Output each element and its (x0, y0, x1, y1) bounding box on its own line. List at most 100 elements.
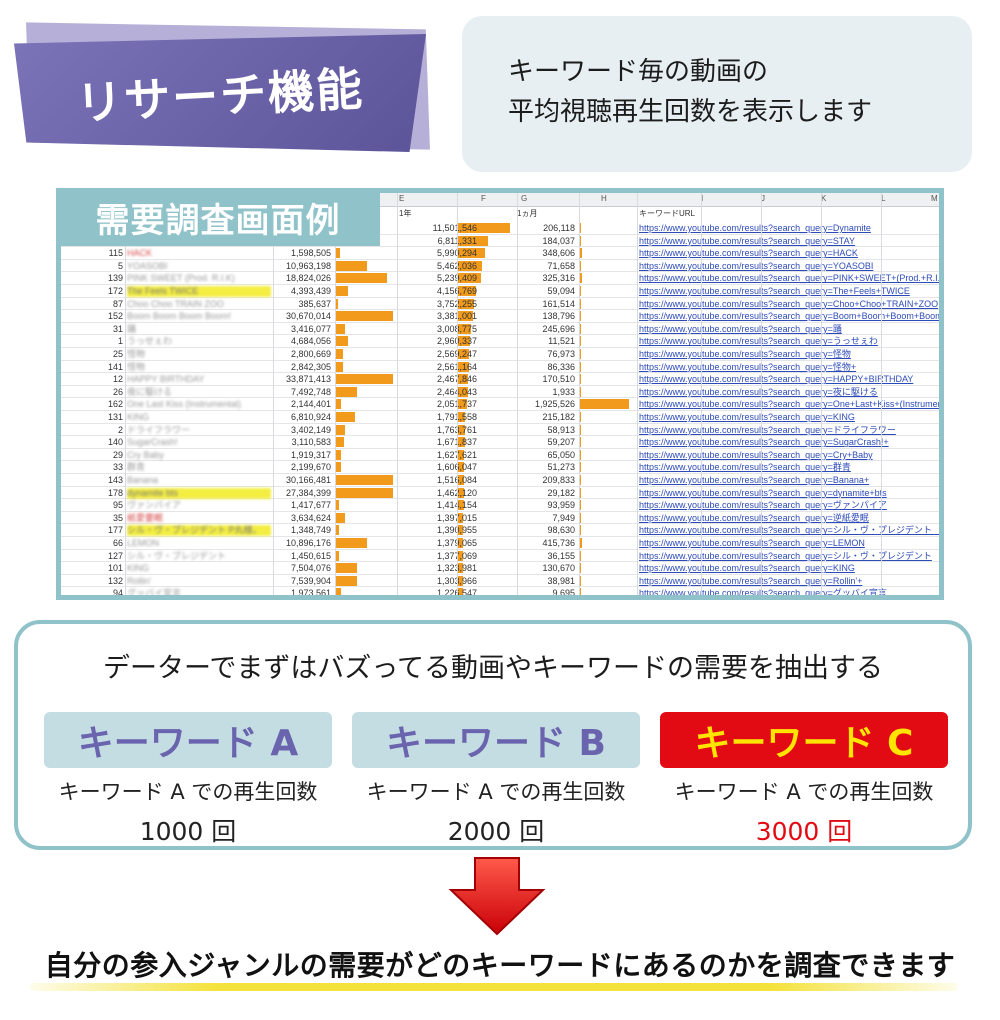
table-row[interactable]: 177 シル・ヴ・プレジデント P丸様。 1,348,749 1,390,955 98,… (61, 524, 939, 537)
row-url-link[interactable]: https://www.youtube.com/results?search_q… (639, 512, 869, 523)
row-year-cell: 2,569,247 (397, 349, 477, 360)
row-url-link[interactable]: https://www.youtube.com/results?search_q… (639, 273, 939, 284)
column-letter[interactable]: G (521, 194, 528, 203)
table-row[interactable]: 141 怪物 2,842,305 2,561,164 86,336 https://www… (61, 361, 939, 374)
row-year-cell: 1,377,069 (397, 551, 477, 562)
table-row[interactable]: 11,501,546 206,118 https://www.youtube.com… (61, 222, 939, 235)
row-url-link[interactable]: https://www.youtube.com/results?search_q… (639, 298, 939, 309)
total-bar (335, 475, 393, 485)
table-row[interactable]: 31 踊 3,416,077 3,008,775 245,696 https://www.… (61, 323, 939, 336)
row-url-link[interactable]: https://www.youtube.com/results?search_q… (639, 399, 939, 410)
month-bar (579, 311, 581, 322)
column-letter[interactable]: J (761, 194, 765, 203)
month-bar (579, 563, 581, 574)
row-month-cell: 209,833 (542, 475, 575, 485)
month-bar (579, 223, 581, 233)
row-url-link[interactable]: https://www.youtube.com/results?search_q… (639, 424, 896, 435)
table-row[interactable]: 66 LEMON 10,896,176 1,379,065 415,736 https:/… (61, 537, 939, 550)
row-total-cell: 2,842,305 (290, 361, 331, 372)
row-url-link[interactable]: https://www.youtube.com/results?search_q… (639, 500, 887, 511)
row-rank-cell: 172 (107, 286, 123, 296)
row-url-link[interactable]: https://www.youtube.com/results?search_q… (639, 323, 842, 334)
table-row[interactable]: 35 紙愛要眠 3,634,624 1,397,015 7,949 https://www… (61, 512, 939, 525)
table-row[interactable]: 1 うっせぇわ 4,684,056 2,960,337 11,521 https://ww… (61, 335, 939, 348)
row-name-cell: 怪物 (127, 349, 146, 359)
row-name-cell: シル・ヴ・プレジデント P丸様。 (127, 525, 271, 537)
row-url-link[interactable]: https://www.youtube.com/results?search_q… (639, 487, 887, 498)
row-url-link[interactable]: https://www.youtube.com/results?search_q… (639, 336, 878, 347)
table-row[interactable]: 131 KING 6,810,924 1,791,558 215,182 https://… (61, 411, 939, 424)
table-row[interactable]: 162 One Last Kiss (Instrumental) 2,144,401… (61, 398, 939, 411)
column-letter[interactable]: K (821, 194, 827, 203)
table-row[interactable]: 132 Rollin' 7,539,904 1,303,966 38,981 https:… (61, 575, 939, 588)
row-year-cell: 2,561,164 (397, 362, 477, 373)
total-bar (335, 525, 340, 536)
row-url-link[interactable]: https://www.youtube.com/results?search_q… (639, 538, 865, 548)
row-year-cell: 5,462,036 (397, 261, 477, 272)
total-bar (335, 424, 345, 435)
row-url-link[interactable]: https://www.youtube.com/results?search_q… (639, 386, 878, 397)
row-url-link[interactable]: https://www.youtube.com/results?search_q… (639, 223, 871, 233)
intro-line-1: キーワード毎の動画の (508, 57, 769, 87)
row-url-link[interactable]: https://www.youtube.com/results?search_q… (639, 588, 887, 599)
table-row[interactable]: 101 KING 7,504,076 1,323,981 130,670 https://… (61, 562, 939, 575)
row-url-link[interactable]: https://www.youtube.com/results?search_q… (639, 475, 870, 485)
row-url-link[interactable]: https://www.youtube.com/results?search_q… (639, 361, 857, 372)
row-url-link[interactable]: https://www.youtube.com/results?search_q… (639, 575, 863, 586)
table-row[interactable]: 139 PINK SWEET (Prod. R.I.K) 18,824,026 5,2… (61, 272, 939, 285)
table-row[interactable]: 172 The Feels TWICE 4,393,439 4,156,769 59,0… (61, 285, 939, 298)
row-month-cell: 59,207 (547, 437, 575, 448)
row-url-link[interactable]: https://www.youtube.com/results?search_q… (639, 248, 858, 259)
table-row[interactable]: 94 グッバイ宣言 1,973,561 1,226,547 9,695 https://w… (61, 587, 939, 599)
row-name-cell: ドライフラワー (127, 424, 191, 435)
table-row[interactable]: 95 ヴァンパイア 1,417,677 1,414,154 93,959 https://… (61, 499, 939, 512)
column-letter[interactable]: L (881, 194, 886, 203)
table-row[interactable]: 5 YOASOBI 10,963,198 5,462,036 71,658 https:/… (61, 260, 939, 273)
column-letter[interactable]: F (481, 194, 486, 203)
row-name-cell: 夜に駆ける (127, 386, 173, 397)
year-bar (457, 538, 464, 548)
row-url-link[interactable]: https://www.youtube.com/results?search_q… (639, 563, 855, 574)
row-month-cell: 65,050 (547, 449, 575, 460)
row-url-link[interactable]: https://www.youtube.com/results?search_q… (639, 349, 851, 359)
month-bar (579, 462, 581, 473)
header-1year: 1年 (399, 209, 412, 218)
row-url-link[interactable]: https://www.youtube.com/results?search_q… (639, 550, 932, 561)
table-row[interactable]: 12 HAPPY BIRTHDAY 33,871,413 2,467,846 170,5… (61, 373, 939, 386)
table-row[interactable]: 29 Cry Baby 1,919,317 1,627,621 65,050 https:… (61, 449, 939, 462)
keyword-badge-c: キーワード C (660, 712, 948, 768)
grid-line (821, 193, 822, 595)
row-total-cell: 3,416,077 (290, 323, 331, 334)
row-url-link[interactable]: https://www.youtube.com/results?search_q… (639, 462, 851, 473)
row-name-cell: Choo Choo TRAIN ZOO (127, 298, 224, 309)
column-letter[interactable]: H (601, 194, 607, 203)
table-row[interactable]: 152 Boom Boom Boom Boom! 30,670,014 3,381,0… (61, 310, 939, 323)
table-row[interactable]: 178 dynamite bts 27,384,399 1,462,120 29,182… (61, 487, 939, 500)
row-url-link[interactable]: https://www.youtube.com/results?search_q… (639, 311, 939, 322)
row-url-link[interactable]: https://www.youtube.com/results?search_q… (639, 437, 889, 448)
table-row[interactable]: 25 怪物 2,800,669 2,569,247 76,973 https://www.… (61, 348, 939, 361)
table-row[interactable]: 127 シル・ヴ・プレジデント 1,450,615 1,377,069 36,155 ht… (61, 550, 939, 563)
row-url-link[interactable]: https://www.youtube.com/results?search_q… (639, 412, 855, 422)
column-letter[interactable]: M (931, 194, 938, 203)
grid-line (335, 193, 336, 595)
table-row[interactable]: 26 夜に駆ける 7,492,748 2,464,043 1,933 https://ww… (61, 386, 939, 399)
row-year-cell: 1,791,558 (397, 412, 477, 423)
table-row[interactable]: 2 ドライフラワー 3,402,149 1,763,761 58,913 https://… (61, 424, 939, 437)
row-url-link[interactable]: https://www.youtube.com/results?search_q… (639, 286, 910, 296)
banner-title: リサーチ機能 (74, 61, 366, 131)
table-row[interactable]: 87 Choo Choo TRAIN ZOO 385,637 3,752,255 161… (61, 298, 939, 311)
table-row[interactable]: 140 SugarCrash! 3,110,583 1,671,837 59,207 ht… (61, 436, 939, 449)
column-letter[interactable]: E (399, 194, 405, 203)
table-row[interactable]: 115 HACK 1,598,505 5,990,294 348,606 https://… (61, 247, 939, 260)
row-name-cell: KING (127, 412, 150, 422)
row-url-link[interactable]: https://www.youtube.com/results?search_q… (639, 235, 856, 246)
row-url-link[interactable]: https://www.youtube.com/results?search_q… (639, 260, 874, 271)
total-bar (335, 248, 340, 259)
row-url-link[interactable]: https://www.youtube.com/results?search_q… (639, 449, 873, 460)
row-url-link[interactable]: https://www.youtube.com/results?search_q… (639, 525, 939, 536)
table-row[interactable]: 33 群青 2,199,670 1,606,047 51,273 https://www.… (61, 461, 939, 474)
column-letter[interactable]: I (701, 194, 704, 203)
table-row[interactable]: 143 Banana 30,166,481 1,516,084 209,833 https… (61, 474, 939, 487)
row-url-link[interactable]: https://www.youtube.com/results?search_q… (639, 374, 914, 385)
